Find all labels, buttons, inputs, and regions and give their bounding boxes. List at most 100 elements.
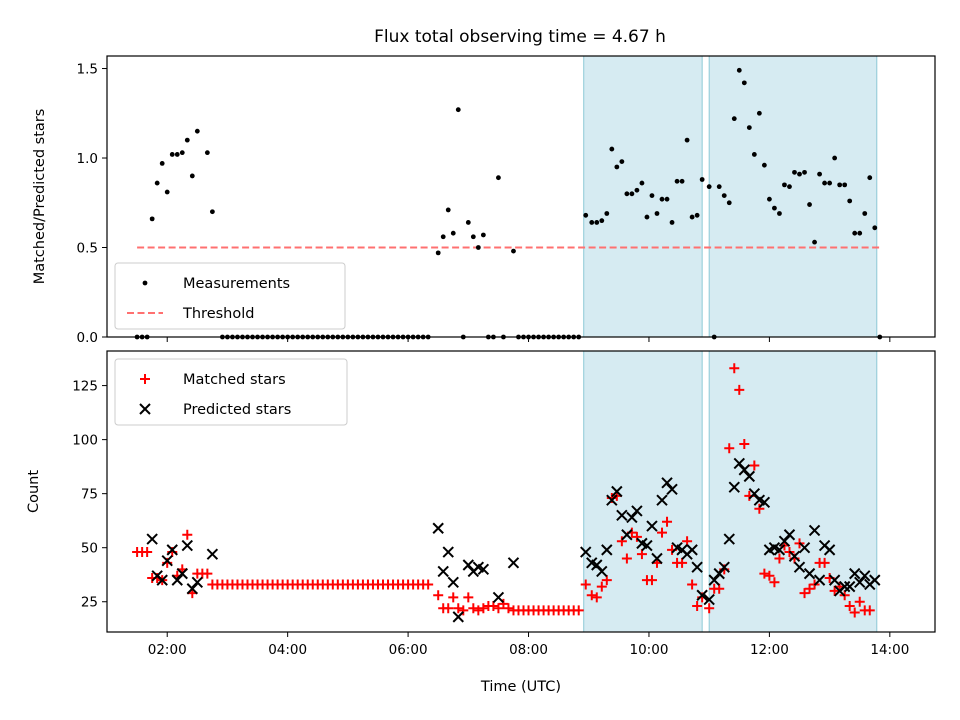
measurement-point	[777, 211, 782, 216]
matched-star-point	[468, 603, 479, 614]
chart-title: Flux total observing time = 4.67 h	[374, 27, 666, 47]
x-tick-label: 10:00	[630, 642, 669, 658]
measurement-point	[731, 116, 737, 122]
measurement-point	[639, 180, 645, 186]
measurement-point	[475, 245, 481, 250]
y-tick-label: 100	[72, 433, 98, 449]
predicted-star-point	[783, 529, 796, 541]
measurement-point	[751, 152, 757, 157]
predicted-star-point	[146, 533, 158, 545]
matched-star-point	[724, 443, 735, 454]
y-tick-label: 50	[81, 541, 98, 557]
matched-star-point	[819, 557, 830, 568]
plot-frame	[106, 350, 936, 633]
y-axis-label: Matched/Predicted stars	[32, 109, 48, 285]
measurement-point	[802, 169, 807, 175]
legend-label: Predicted stars	[183, 402, 291, 418]
series-predicted-stars	[146, 457, 881, 623]
matched-star-point	[764, 570, 775, 581]
matched-star-point	[759, 568, 770, 579]
legend: Measurements Threshold	[114, 262, 346, 330]
predicted-star-point	[798, 541, 811, 554]
legend-label: Matched stars	[183, 372, 286, 388]
measurement-point	[822, 180, 827, 186]
matched-star-point	[423, 579, 434, 590]
matched-star-point	[657, 527, 668, 538]
y-axis-label: Count	[26, 470, 42, 513]
matched-star-point	[478, 603, 489, 614]
matched-star-point	[739, 438, 750, 449]
matched-star-point	[687, 579, 698, 590]
measurement-point	[842, 182, 848, 188]
measurement-point	[450, 230, 456, 236]
measurement-point	[852, 230, 858, 236]
predicted-star-point	[666, 483, 678, 496]
matched-star-point	[769, 577, 780, 588]
predicted-star-point	[156, 574, 168, 586]
measurement-point	[761, 162, 767, 168]
measurement-point	[194, 128, 200, 134]
x-axis-label: Time (UTC)	[480, 679, 561, 695]
matched-star-point	[488, 601, 499, 612]
measurement-point	[817, 171, 822, 177]
matched-star-point	[591, 592, 602, 603]
y-tick-label: 125	[72, 379, 98, 395]
measurement-point	[659, 196, 665, 202]
measurement-point	[669, 220, 675, 225]
predicted-star-point	[843, 580, 856, 593]
measurement-point	[654, 211, 660, 216]
legend-label: Measurements	[183, 276, 290, 292]
measurement-point	[511, 248, 516, 254]
predicted-star-point	[703, 593, 715, 606]
matched-star-point	[754, 503, 765, 514]
predicted-star-point	[661, 477, 673, 489]
measurement-point	[604, 211, 610, 216]
measurement-point	[649, 193, 655, 199]
measurement-point	[619, 159, 625, 164]
measurement-point	[624, 191, 630, 197]
measurement-point	[589, 220, 595, 225]
matched-star-point	[677, 557, 688, 568]
predicted-star-point	[733, 457, 745, 470]
matched-star-point	[854, 596, 865, 607]
predicted-star-point	[691, 561, 703, 573]
measurement-point	[792, 169, 797, 175]
y-tick-label: 75	[81, 487, 98, 503]
measurement-point	[599, 218, 605, 224]
matched-star-point	[804, 583, 815, 594]
measurement-point	[149, 216, 155, 222]
matched-star-point	[503, 603, 514, 614]
matched-star-point	[864, 605, 875, 616]
predicted-star-point	[596, 565, 608, 578]
measurement-point	[470, 234, 476, 240]
predicted-star-point	[432, 522, 444, 534]
predicted-star-point	[778, 535, 791, 547]
predicted-star-point	[621, 529, 633, 541]
predicted-star-point	[743, 470, 756, 483]
y-tick-label: 25	[81, 595, 98, 611]
matched-star-point	[580, 579, 591, 590]
legend-marker-predicted	[139, 403, 151, 415]
legend-box	[114, 262, 346, 330]
matched-star-point	[636, 549, 647, 560]
measurement-point	[594, 220, 600, 225]
matched-star-point	[844, 601, 855, 612]
predicted-star-point	[166, 544, 178, 556]
measurement-point	[746, 125, 752, 130]
series-measurements	[134, 67, 883, 340]
predicted-star-point	[723, 533, 735, 545]
measurement-point	[159, 160, 165, 166]
predicted-star-point	[437, 565, 449, 578]
predicted-star-point	[651, 552, 663, 565]
matched-star-point	[498, 598, 509, 609]
x-tick-label: 14:00	[870, 642, 909, 658]
matched-star-point	[458, 605, 469, 616]
matched-star-point	[586, 590, 597, 601]
measurement-point	[629, 191, 635, 197]
matched-star-point	[849, 607, 860, 618]
predicted-star-point	[788, 550, 801, 563]
matched-star-point	[682, 536, 693, 547]
predicted-star-point	[828, 574, 841, 586]
predicted-star-point	[813, 574, 826, 586]
